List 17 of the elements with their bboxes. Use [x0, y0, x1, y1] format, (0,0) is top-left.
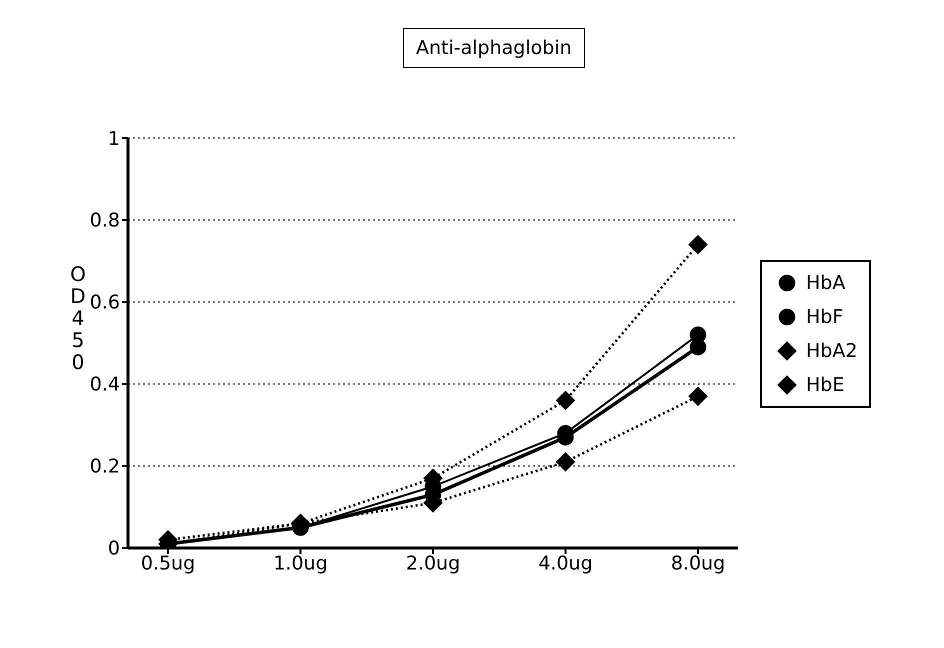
y-tick-label: 0.4 — [90, 374, 120, 396]
y-axis-title: OD450 — [69, 262, 87, 374]
legend-label: HbF — [806, 306, 844, 328]
legend-label: HbE — [806, 374, 844, 396]
y-tick-label: 0.6 — [90, 292, 120, 314]
y-tick-label: 0.8 — [90, 210, 120, 232]
x-tick-label: 0.5ug — [140, 552, 196, 574]
x-tick-label: 4.0ug — [538, 552, 593, 574]
x-tick-label: 2.0ug — [406, 552, 460, 574]
legend-label: HbA — [806, 272, 846, 294]
y-tick-label: 0.2 — [90, 456, 120, 478]
y-tick-label: 0 — [108, 538, 120, 560]
y-tick-label: 1 — [108, 128, 120, 150]
x-tick-label: 1.0ug — [273, 552, 328, 574]
legend-label: HbA2 — [806, 340, 858, 362]
x-tick-label: 8.0ug — [670, 552, 726, 574]
chart-title: Anti-alphaglobin — [403, 28, 585, 68]
